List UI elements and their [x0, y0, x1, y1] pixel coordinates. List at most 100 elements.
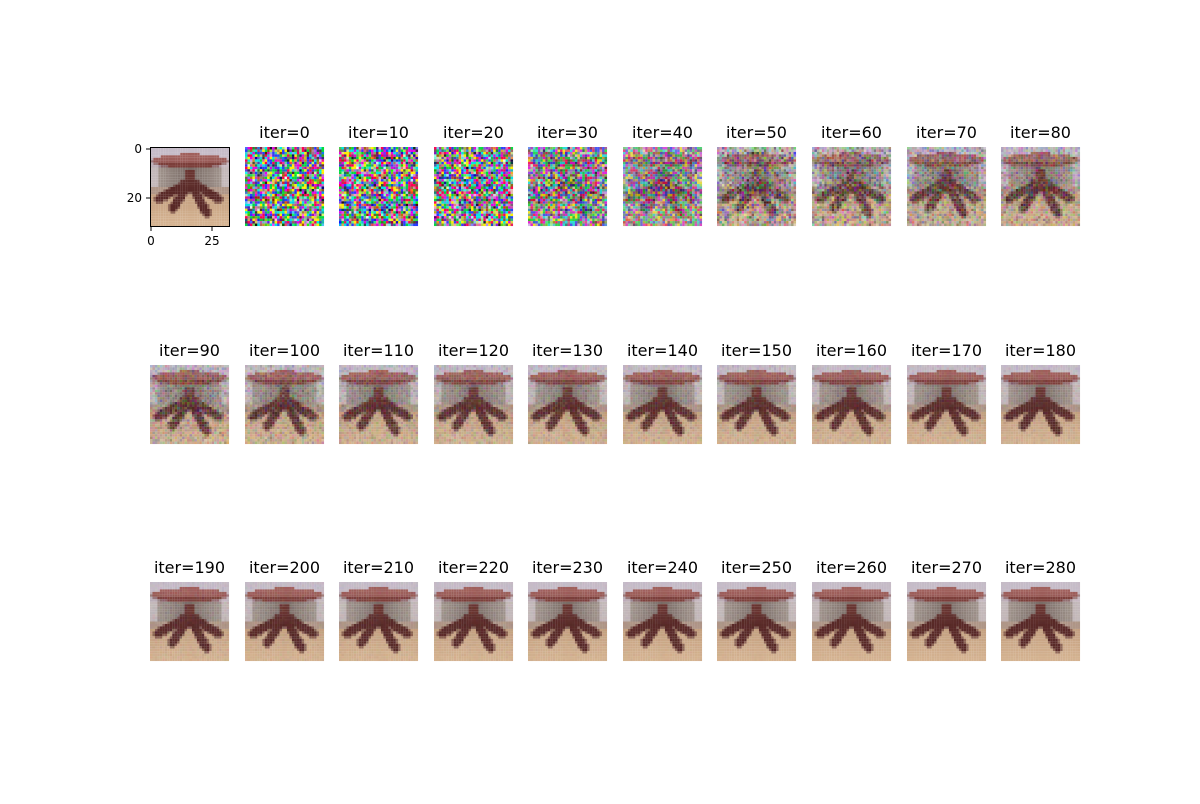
- image-pixel: [550, 191, 553, 194]
- image-pixel: [501, 169, 504, 172]
- image-pixel: [503, 169, 506, 172]
- image-pixel: [555, 167, 558, 170]
- image-pixel: [195, 216, 197, 218]
- image-pixel: [483, 189, 486, 192]
- image-pixel: [178, 192, 180, 194]
- image-pixel: [474, 149, 477, 152]
- image-pixel: [319, 196, 322, 199]
- image-pixel: [359, 224, 362, 227]
- image-pixel: [595, 189, 598, 192]
- image-pixel: [344, 162, 347, 165]
- image-pixel: [386, 162, 389, 165]
- image-pixel: [168, 172, 170, 174]
- image-pixel: [376, 164, 379, 167]
- image-pixel: [538, 201, 541, 204]
- image-pixel: [217, 209, 219, 211]
- image-pixel: [416, 196, 419, 199]
- image-pixel: [317, 179, 320, 182]
- image-pixel: [376, 187, 379, 190]
- image-pixel: [486, 164, 489, 167]
- image-pixel: [434, 152, 437, 155]
- image-pixel: [469, 219, 472, 222]
- image-pixel: [188, 175, 190, 177]
- image-pixel: [285, 224, 288, 227]
- image-pixel: [356, 194, 359, 197]
- image-pixel: [207, 160, 209, 162]
- image-pixel: [560, 209, 563, 212]
- image-pixel: [287, 147, 290, 150]
- image-pixel: [344, 147, 347, 150]
- image-pixel: [260, 196, 263, 199]
- image-pixel: [297, 152, 300, 155]
- image-pixel: [456, 206, 459, 209]
- image-pixel: [344, 174, 347, 177]
- image-pixel: [391, 157, 394, 160]
- image-pixel: [322, 221, 325, 224]
- image-pixel: [270, 157, 273, 160]
- image-pixel: [163, 148, 165, 150]
- image-pixel: [483, 154, 486, 157]
- image-pixel: [175, 172, 177, 174]
- image-pixel: [572, 182, 575, 185]
- image-pixel: [582, 147, 585, 150]
- image-pixel: [476, 194, 479, 197]
- image-pixel: [471, 184, 474, 187]
- image-pixel: [585, 184, 588, 187]
- image-pixel: [153, 194, 155, 196]
- image-pixel: [456, 184, 459, 187]
- image-pixel: [267, 174, 270, 177]
- image-pixel: [501, 159, 504, 162]
- image-pixel: [466, 182, 469, 185]
- image-pixel: [563, 179, 566, 182]
- image-pixel: [257, 191, 260, 194]
- image-pixel: [403, 179, 406, 182]
- image-pixel: [511, 152, 514, 155]
- image-pixel: [381, 199, 384, 202]
- image-pixel: [391, 209, 394, 212]
- image-pixel: [398, 191, 401, 194]
- image-pixel: [344, 221, 347, 224]
- image-pixel: [212, 194, 214, 196]
- image-pixel: [349, 221, 352, 224]
- image-pixel: [503, 184, 506, 187]
- image-pixel: [192, 194, 194, 196]
- image-pixel: [469, 214, 472, 217]
- image-pixel: [466, 224, 469, 227]
- image-pixel: [166, 187, 168, 189]
- image-pixel: [540, 211, 543, 214]
- image-pixel: [371, 224, 374, 227]
- image-pixel: [503, 201, 506, 204]
- image-pixel: [322, 154, 325, 157]
- image-pixel: [341, 224, 344, 227]
- image-pixel: [166, 192, 168, 194]
- image-pixel: [401, 169, 404, 172]
- image-pixel: [289, 201, 292, 204]
- image-pixel: [161, 187, 163, 189]
- image-pixel: [501, 224, 504, 227]
- image-pixel: [393, 172, 396, 175]
- image-pixel: [444, 224, 447, 227]
- image-pixel: [560, 196, 563, 199]
- image-pixel: [319, 169, 322, 172]
- image-pixel: [446, 191, 449, 194]
- image-pixel: [434, 214, 437, 217]
- image-pixel: [205, 158, 207, 160]
- image-pixel: [439, 204, 442, 207]
- image-pixel: [359, 189, 362, 192]
- image-pixel: [178, 175, 180, 177]
- image-pixel: [501, 204, 504, 207]
- image-pixel: [481, 154, 484, 157]
- image-pixel: [386, 159, 389, 162]
- image-pixel: [205, 185, 207, 187]
- image-pixel: [188, 211, 190, 213]
- image-pixel: [304, 214, 307, 217]
- image-pixel: [441, 219, 444, 222]
- image-pixel: [312, 187, 315, 190]
- image-pixel: [393, 162, 396, 165]
- image-pixel: [312, 164, 315, 167]
- image-pixel: [280, 196, 283, 199]
- image-pixel: [575, 179, 578, 182]
- image-pixel: [317, 196, 320, 199]
- image-pixel: [319, 147, 322, 150]
- image-pixel: [560, 164, 563, 167]
